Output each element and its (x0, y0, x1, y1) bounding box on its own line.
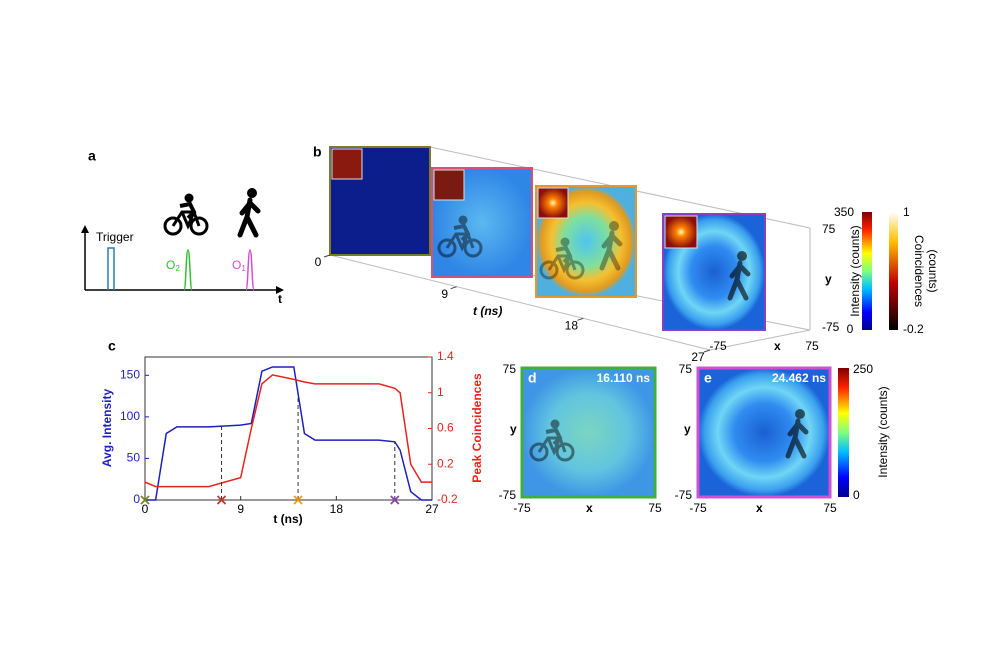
x-tick-label: 75 (805, 339, 819, 353)
colorbar (838, 368, 849, 497)
image-frame (520, 366, 657, 499)
o: O (166, 258, 175, 272)
axis-label: y (825, 272, 832, 286)
y2-tick-label: -0.2 (437, 492, 458, 506)
colorbar-title: Coincidences (912, 235, 926, 307)
marker-x (293, 495, 303, 505)
axis-label: t (ns) (473, 304, 502, 318)
y-tick-label: -75 (822, 320, 840, 334)
t-tick-label: 18 (565, 319, 579, 333)
x-tick-label: -75 (513, 501, 531, 515)
walker-icon (240, 188, 258, 235)
panel-a: a t Trigger O2 O1 (81, 148, 284, 306)
colorbar-title: Intensity (counts) (848, 225, 862, 316)
t-tick-label: 9 (441, 287, 448, 301)
y2-axis-label: Peak Coincidences (470, 373, 484, 483)
marker-x (140, 495, 150, 505)
t-tick-label: 0 (315, 255, 322, 269)
y-tick-label: 50 (127, 451, 141, 465)
panel-e: e 24.462 ns y x 250 0 Intensity (counts)… (675, 362, 891, 515)
colorbar-min: -0.2 (903, 322, 924, 336)
inset (433, 169, 465, 201)
colorbar (862, 212, 872, 330)
o: O (232, 258, 241, 272)
colorbar-max: 350 (834, 205, 854, 219)
colorbar-max: 1 (903, 205, 910, 219)
sub: 2 (175, 264, 180, 273)
tick-mark (703, 349, 711, 353)
panel-label: d (528, 370, 537, 386)
colorbar-max: 250 (853, 362, 873, 376)
image-frame (696, 366, 832, 499)
bike-icon (163, 191, 209, 236)
panel-label: c (108, 338, 116, 354)
y-tick-label: 0 (133, 492, 140, 506)
axis-label: x (774, 339, 781, 353)
inset (664, 215, 698, 249)
y-axis-label: Avg. Intensity (100, 389, 114, 468)
pulse (183, 249, 193, 291)
colorbar-title: (counts) (926, 249, 940, 292)
line (709, 329, 811, 351)
arrow (81, 225, 89, 233)
panel-d: d 16.110 ns y x 75 -75-75 75 (499, 362, 662, 515)
arrow (276, 286, 284, 294)
series-line (144, 374, 432, 488)
x-tick-label: 0 (142, 502, 149, 516)
marker-x (216, 495, 227, 505)
time-label: 24.462 ns (772, 371, 826, 385)
y-tick-label: 75 (503, 362, 517, 376)
y2-tick-label: 1.4 (437, 349, 454, 363)
inset (537, 187, 569, 219)
tick-mark (450, 286, 457, 290)
o1-label: O1 (232, 258, 246, 273)
line (329, 254, 711, 351)
y2-tick-label: 0.6 (437, 421, 454, 435)
inset (331, 148, 363, 180)
x-tick-label: -75 (689, 501, 707, 515)
y-tick-label: -75 (675, 488, 693, 502)
marker-x (390, 495, 400, 505)
panel-label: b (313, 144, 322, 160)
colorbar-min: 0 (853, 488, 860, 502)
y-tick-label: -75 (499, 488, 517, 502)
sub: 1 (241, 264, 246, 273)
y-tick-label: 150 (120, 367, 140, 381)
y-tick-label: 100 (120, 409, 140, 423)
x-tick-label: 75 (648, 501, 662, 515)
colorbar (889, 212, 898, 330)
colorbar-min: 0 (847, 322, 854, 336)
x-axis-label: t (ns) (273, 512, 302, 526)
x-tick-label: 18 (330, 502, 344, 516)
axis-label: t (278, 292, 282, 306)
axis-label: x (586, 501, 593, 515)
o2-label: O2 (166, 258, 180, 273)
colorbar-title: Intensity (counts) (876, 386, 890, 477)
t-tick-label: 27 (691, 350, 705, 364)
axis-label: y (684, 422, 691, 436)
y-tick-label: 75 (679, 362, 693, 376)
panel-c: c t (ns) Avg. Intensity Peak Coincidence… (100, 338, 484, 526)
panel-label: a (88, 148, 96, 164)
y2-tick-label: 1 (437, 385, 444, 399)
pulse (107, 247, 115, 290)
x-tick-label: 9 (237, 502, 244, 516)
axis-label: x (756, 501, 763, 515)
panel-b: b t (ns) y x 350 0 Intensity (counts) 1 … (313, 144, 940, 353)
x-tick-label: 27 (425, 502, 439, 516)
pulse (245, 249, 255, 291)
series-line (145, 366, 432, 501)
axis-label: y (510, 422, 517, 436)
time-label: 16.110 ns (597, 371, 651, 385)
x-tick-label: -75 (709, 339, 727, 353)
y2-tick-label: 0.2 (437, 456, 454, 470)
x-tick-label: 75 (823, 501, 837, 515)
tick-mark (577, 317, 584, 321)
panel-label: e (704, 370, 712, 386)
tick-mark (323, 254, 331, 258)
trigger-label: Trigger (96, 230, 134, 244)
y-tick-label: 75 (822, 222, 836, 236)
